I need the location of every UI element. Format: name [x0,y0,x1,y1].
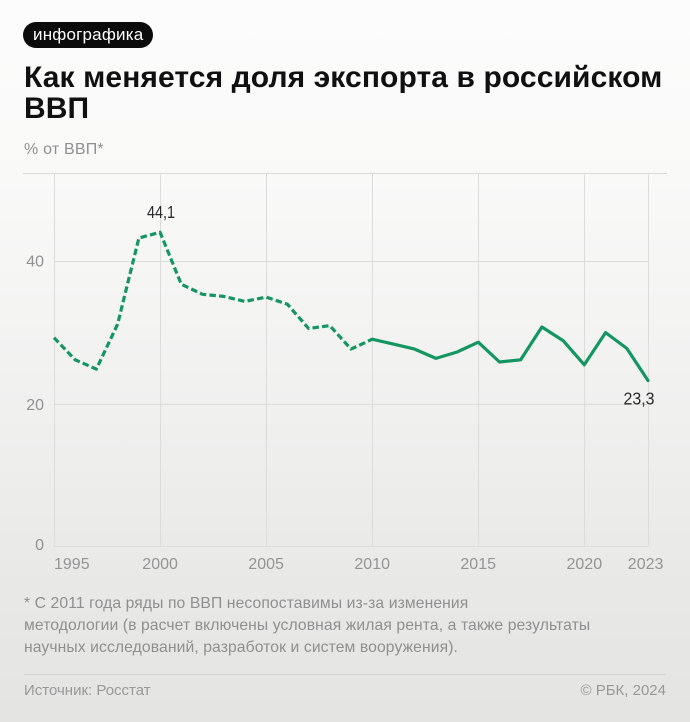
svg-text:40: 40 [26,253,44,270]
svg-text:23,3: 23,3 [624,389,655,409]
svg-text:20: 20 [26,397,44,414]
svg-text:2020: 2020 [567,556,603,573]
svg-text:2015: 2015 [460,556,496,573]
svg-text:2000: 2000 [142,556,178,573]
svg-text:0: 0 [35,537,44,554]
svg-text:2010: 2010 [354,556,390,573]
svg-text:44,1: 44,1 [147,202,175,222]
svg-text:2023: 2023 [628,556,664,573]
svg-text:1995: 1995 [54,556,90,573]
svg-text:2005: 2005 [248,556,284,573]
